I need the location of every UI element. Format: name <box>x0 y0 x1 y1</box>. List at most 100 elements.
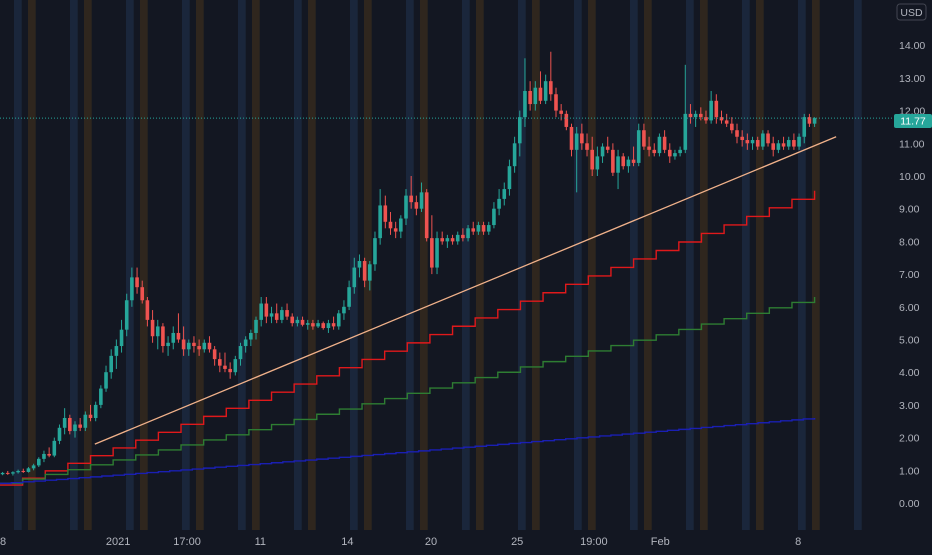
candle-body <box>528 90 532 105</box>
candle-body <box>362 261 367 281</box>
candle-body <box>543 81 548 101</box>
candle <box>600 143 605 163</box>
candle-body <box>52 440 57 456</box>
candle-body <box>311 323 315 327</box>
candle-body <box>750 140 755 144</box>
candle-body <box>761 133 765 147</box>
time-axis[interactable]: 8 2021 17:00 11 14 20 25 19:00 Feb 8 <box>0 530 932 550</box>
trendline-segment[interactable] <box>94 136 837 445</box>
session-stripe <box>308 0 316 530</box>
candle-body <box>580 133 584 144</box>
candle <box>347 280 351 311</box>
candle-body <box>367 264 372 281</box>
candle-body <box>47 453 51 456</box>
candle-body <box>150 319 155 337</box>
candle-body <box>771 143 776 150</box>
candle <box>186 339 191 356</box>
candle-body <box>507 166 512 190</box>
session-stripe <box>126 0 134 530</box>
candle-body <box>388 221 393 229</box>
candle <box>807 113 812 127</box>
candle <box>688 104 693 124</box>
candle <box>367 261 372 291</box>
candlesticks <box>0 51 817 476</box>
candle <box>316 319 320 329</box>
candle <box>797 133 801 150</box>
candle <box>161 323 165 353</box>
candle <box>5 470 10 475</box>
candle-body <box>631 159 636 163</box>
step-line-red <box>0 190 816 486</box>
candle-body <box>171 332 176 343</box>
candle <box>249 329 253 347</box>
y-tick-label: 1.00 <box>899 465 920 477</box>
candle-body <box>207 342 212 350</box>
candle-body <box>269 313 274 317</box>
candle-body <box>657 136 662 154</box>
candle-body <box>300 319 305 325</box>
price-axis[interactable]: 0.00 1.00 2.00 3.00 4.00 5.00 6.00 7.00 8.00 9.00… <box>894 0 932 530</box>
candle-body <box>414 202 419 209</box>
candle <box>631 146 636 167</box>
candle <box>83 411 88 432</box>
session-stripe <box>756 0 764 530</box>
candle-body <box>673 153 677 157</box>
candle <box>290 313 295 327</box>
candle <box>549 51 553 101</box>
candle-body <box>78 424 82 428</box>
candle-body <box>585 143 589 150</box>
candle-body <box>719 117 724 121</box>
candle-body <box>124 300 129 330</box>
candle-body <box>280 310 284 320</box>
candle <box>776 140 781 154</box>
y-tick-label: 3.00 <box>899 400 920 412</box>
currency-label[interactable]: USD <box>896 3 927 21</box>
candle-body <box>497 198 501 209</box>
candle-body <box>611 149 615 173</box>
candle-body <box>776 143 781 150</box>
candle <box>280 306 284 324</box>
candle-body <box>347 287 351 307</box>
candle <box>621 153 626 170</box>
candle-body <box>243 339 248 347</box>
candle-body <box>383 205 388 222</box>
candle-body <box>517 117 522 144</box>
candle <box>605 136 610 154</box>
candle-body <box>745 140 750 144</box>
candle <box>150 310 155 343</box>
candle-body <box>574 133 579 150</box>
candle-body <box>135 277 139 288</box>
candle <box>155 319 160 350</box>
candle <box>321 321 326 330</box>
candle-body <box>424 192 429 239</box>
candle <box>171 326 176 350</box>
candle-body <box>336 313 341 327</box>
candle-body <box>36 458 41 466</box>
candle-body <box>155 326 160 337</box>
candle-body <box>357 261 362 268</box>
candle <box>673 149 677 160</box>
candle <box>212 346 217 366</box>
step-line-blue <box>0 417 816 485</box>
candle <box>0 471 5 476</box>
candle-body <box>605 146 610 150</box>
candle <box>36 457 41 468</box>
candle <box>424 189 429 242</box>
session-stripe <box>686 0 694 530</box>
candle <box>735 123 739 144</box>
candle <box>295 316 300 327</box>
candle <box>595 146 600 176</box>
session-stripe <box>812 0 820 530</box>
session-stripe <box>238 0 246 530</box>
candle <box>471 221 476 235</box>
trendline[interactable] <box>94 136 837 445</box>
candle-body <box>186 342 191 350</box>
last-price-badge-box <box>894 114 932 128</box>
y-tick-label: 0.00 <box>899 498 920 510</box>
x-tick-label: Feb <box>651 536 670 548</box>
candle-body <box>259 303 263 320</box>
candle <box>564 110 569 131</box>
session-stripe <box>518 0 526 530</box>
